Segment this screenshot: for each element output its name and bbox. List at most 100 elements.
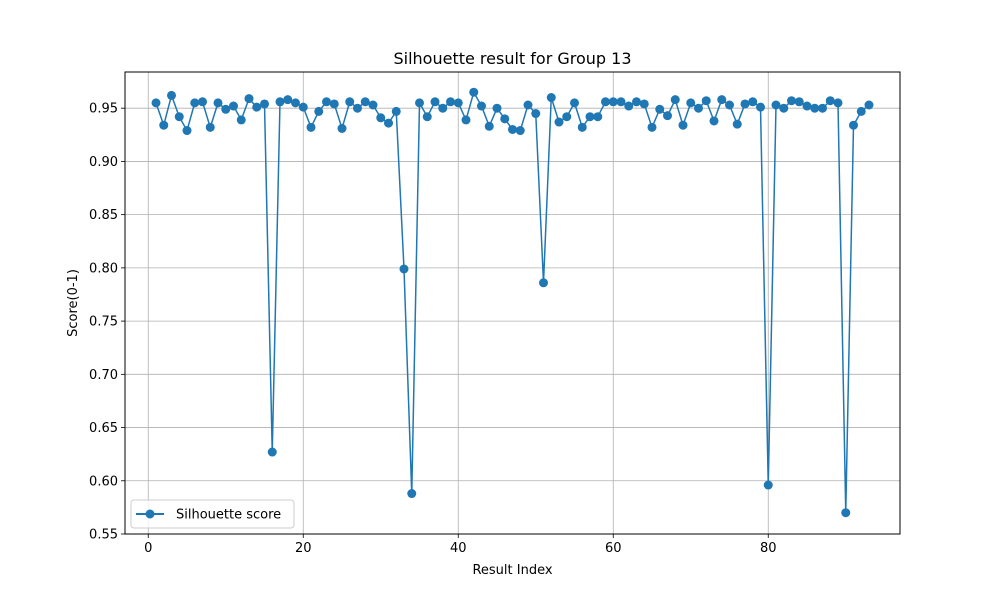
data-point <box>159 120 169 130</box>
data-point <box>763 480 773 490</box>
data-point <box>818 103 827 113</box>
y-tick-label: 0.85 <box>89 208 118 223</box>
series-silhouette-score <box>151 87 874 518</box>
data-point <box>477 101 486 111</box>
data-point <box>810 103 820 113</box>
data-point <box>182 126 192 136</box>
data-point <box>802 101 812 111</box>
data-point <box>252 102 262 112</box>
y-tick-label: 0.90 <box>89 155 118 170</box>
data-point <box>608 97 618 107</box>
y-tick-label: 0.55 <box>89 528 118 543</box>
data-point <box>701 96 711 106</box>
data-point <box>267 447 277 457</box>
data-point <box>360 97 370 107</box>
data-point <box>244 94 254 104</box>
data-point <box>515 126 525 136</box>
data-point <box>717 95 727 105</box>
data-point <box>306 122 316 132</box>
x-tick-label: 40 <box>450 541 467 556</box>
data-point <box>407 489 417 499</box>
data-point <box>709 116 719 126</box>
data-point <box>856 106 866 116</box>
data-point <box>531 109 541 119</box>
data-point <box>694 103 703 113</box>
data-point <box>562 112 572 122</box>
data-point <box>523 100 533 110</box>
data-point <box>453 98 463 108</box>
data-point <box>213 98 223 108</box>
data-point <box>236 115 246 125</box>
x-tick-label: 80 <box>760 541 777 556</box>
data-point <box>422 112 432 122</box>
x-axis-label: Result Index <box>472 563 552 578</box>
data-point <box>624 101 634 111</box>
data-point <box>508 124 517 134</box>
y-tick-label: 0.80 <box>89 261 118 276</box>
data-point <box>686 98 696 108</box>
data-point <box>787 96 796 106</box>
data-point <box>446 97 455 107</box>
data-point <box>174 112 184 122</box>
data-point <box>771 100 781 110</box>
data-point <box>740 99 750 109</box>
data-point <box>500 114 510 124</box>
x-tick-label: 20 <box>295 541 312 556</box>
data-point <box>314 106 324 116</box>
data-point <box>298 102 308 112</box>
data-point <box>585 112 595 122</box>
plot-area <box>125 72 900 534</box>
data-point <box>368 100 378 110</box>
data-point <box>570 98 579 108</box>
data-point <box>353 103 362 113</box>
data-point <box>438 103 448 113</box>
y-tick-label: 0.60 <box>89 474 118 489</box>
legend-box <box>130 499 295 529</box>
data-point <box>593 112 603 122</box>
x-tick-label: 0 <box>144 541 152 556</box>
data-point <box>639 99 649 109</box>
data-point <box>841 508 851 518</box>
data-point <box>484 121 494 131</box>
data-point <box>461 115 471 125</box>
data-point <box>554 117 564 127</box>
data-point <box>616 97 626 107</box>
data-point <box>469 87 479 97</box>
data-point <box>779 103 789 113</box>
data-point <box>322 97 331 107</box>
data-point <box>190 98 200 108</box>
grid <box>125 72 900 535</box>
data-point <box>864 100 874 110</box>
data-point <box>670 95 680 105</box>
data-point <box>167 90 176 100</box>
data-point <box>260 99 269 109</box>
data-point <box>345 97 355 107</box>
data-point <box>546 93 556 103</box>
data-point <box>329 99 339 109</box>
y-tick-label: 0.65 <box>89 421 118 436</box>
data-point <box>151 98 161 108</box>
data-point <box>577 122 587 132</box>
data-point <box>391 106 401 116</box>
data-point <box>601 97 610 107</box>
data-point <box>430 97 440 107</box>
y-axis-label: Score(0-1) <box>66 269 81 337</box>
data-point <box>198 97 207 107</box>
data-point <box>384 118 393 128</box>
data-point <box>732 119 742 129</box>
data-point <box>655 104 665 114</box>
legend-marker-swatch <box>145 509 155 519</box>
data-point <box>291 98 300 108</box>
data-point <box>492 103 502 113</box>
legend: Silhouette score <box>130 499 295 529</box>
data-point <box>678 120 688 130</box>
data-point <box>275 97 285 107</box>
data-point <box>337 123 347 133</box>
data-point <box>756 102 765 112</box>
legend-label: Silhouette score <box>176 508 281 523</box>
chart-title: Silhouette result for Group 13 <box>393 49 631 68</box>
data-point <box>283 95 293 105</box>
data-point <box>748 97 758 107</box>
data-point <box>205 122 215 132</box>
